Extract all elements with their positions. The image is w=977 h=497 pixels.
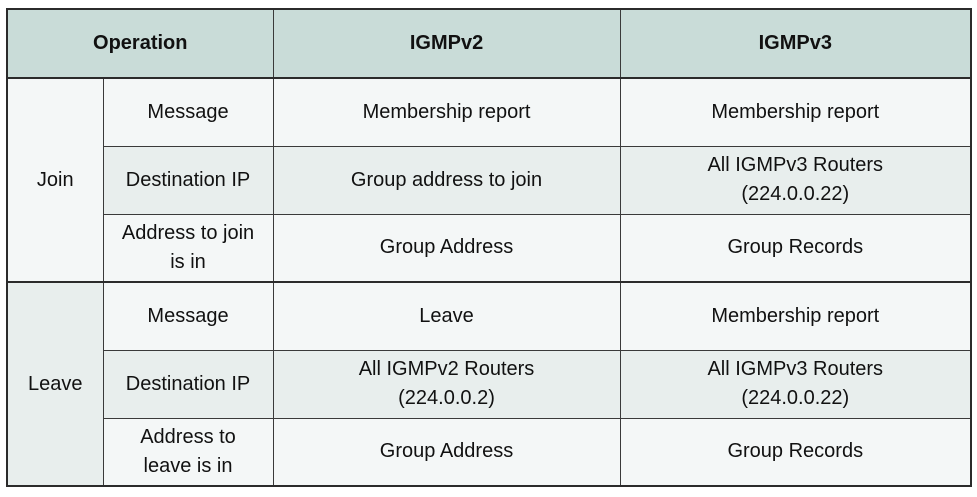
field-cell: Destination IP bbox=[102, 349, 274, 419]
field-cell: Address to leave is in bbox=[102, 417, 274, 487]
cell-text-line: (224.0.0.2) bbox=[398, 387, 495, 409]
table-row: Address to join is in Group Address Group R… bbox=[7, 213, 972, 283]
field-cell: Destination IP bbox=[102, 145, 274, 215]
igmpv2-cell: Membership report bbox=[272, 77, 621, 147]
igmpv2-cell: Group Address bbox=[272, 417, 621, 487]
igmpv2-cell: Leave bbox=[272, 281, 621, 351]
igmpv2-cell: Group Address bbox=[272, 213, 621, 283]
cell-text-line: Leave bbox=[419, 304, 474, 327]
cell-text-line: Message bbox=[147, 304, 229, 327]
cell-text-line: (224.0.0.22) bbox=[741, 183, 850, 205]
operation-cell: Leave bbox=[6, 281, 104, 487]
field-cell: Message bbox=[102, 77, 274, 147]
cell-text-line: Group address to join bbox=[350, 168, 543, 191]
igmpv3-cell: Membership report bbox=[619, 281, 972, 351]
table-row: Destination IP All IGMPv2 Routers (224.0.0… bbox=[7, 349, 972, 419]
cell-text-line: Membership report bbox=[362, 100, 531, 123]
table-row: Leave Message Leave Membership report bbox=[6, 281, 972, 487]
cell-text-line: Group Address bbox=[379, 440, 514, 463]
operation-cell: Join bbox=[6, 77, 104, 283]
table-row: Destination IP Group address to join All I… bbox=[7, 145, 972, 215]
igmpv3-cell: Group Records bbox=[619, 417, 972, 487]
cell-text-line: Message bbox=[147, 100, 229, 123]
table-body: Join Message Membership report Membership r… bbox=[6, 77, 972, 487]
cell-text-line: (224.0.0.22) bbox=[741, 387, 850, 409]
field-cell: Address to join is in bbox=[102, 213, 274, 283]
igmpv3-cell: All IGMPv3 Routers (224.0.0.22) bbox=[619, 145, 972, 215]
header-operation: Operation bbox=[6, 8, 274, 79]
cell-text-line: Group Records bbox=[727, 236, 864, 259]
igmpv3-cell: All IGMPv3 Routers (224.0.0.22) bbox=[619, 349, 972, 419]
cell-text-line: is in bbox=[170, 250, 206, 273]
comparison-table-container: Operation IGMPv2 IGMPv3 Join Message Membe… bbox=[6, 8, 973, 487]
igmpv3-cell: Group Records bbox=[619, 213, 972, 283]
igmpv2-cell: Group address to join bbox=[272, 145, 621, 215]
field-cell: Message bbox=[102, 281, 274, 351]
cell-text-line: Membership report bbox=[711, 100, 880, 123]
igmpv2-cell: All IGMPv2 Routers (224.0.0.2) bbox=[272, 349, 621, 419]
cell-text-line: Group Records bbox=[727, 440, 864, 463]
header-igmpv2: IGMPv2 bbox=[272, 8, 621, 79]
table-row: Join Message Membership report Membership r… bbox=[6, 77, 972, 283]
igmpv3-cell: Membership report bbox=[619, 77, 972, 147]
cell-text-line: Membership report bbox=[711, 304, 880, 327]
header-row: Operation IGMPv2 IGMPv3 bbox=[6, 8, 972, 79]
cell-text-line: All IGMPv3 Routers bbox=[707, 358, 884, 380]
cell-text-line: leave is in bbox=[143, 454, 233, 477]
cell-text-line: All IGMPv2 Routers bbox=[358, 358, 535, 380]
igmp-comparison-table: Operation IGMPv2 IGMPv3 Join Message Membe… bbox=[6, 8, 973, 487]
cell-text-line: Destination IP bbox=[125, 372, 251, 395]
cell-text-line: Address to bbox=[140, 425, 236, 448]
cell-text-line: Group Address bbox=[379, 236, 514, 259]
header-igmpv3: IGMPv3 bbox=[619, 8, 972, 79]
cell-text-line: All IGMPv3 Routers bbox=[707, 154, 884, 176]
cell-text-line: Destination IP bbox=[125, 168, 251, 191]
table-row: Address to leave is in Group Address Group … bbox=[7, 417, 972, 487]
cell-text-line: Address to join bbox=[121, 221, 255, 244]
